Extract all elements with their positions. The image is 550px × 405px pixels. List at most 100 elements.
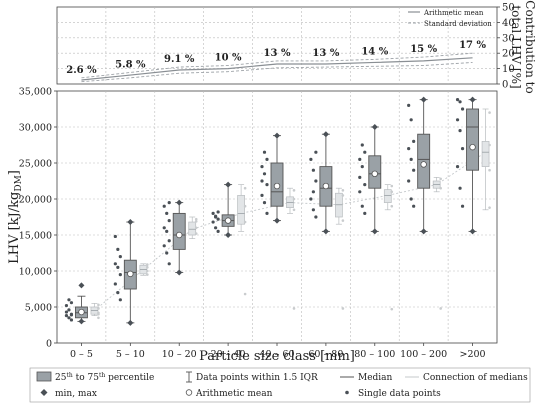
top-ytick-label: 30 bbox=[502, 33, 515, 44]
arithmetic-mean-marker bbox=[78, 308, 85, 316]
single-data-point bbox=[311, 168, 315, 172]
single-data-point bbox=[165, 251, 169, 255]
min-max-diamond bbox=[78, 318, 85, 325]
main-ytick-label: 5,000 bbox=[25, 303, 52, 314]
single-data-point bbox=[260, 165, 264, 169]
percent-label: 15 % bbox=[410, 44, 437, 55]
percent-label: 2.6 % bbox=[66, 65, 97, 76]
single-data-point bbox=[311, 208, 315, 212]
single-data-point bbox=[314, 179, 318, 183]
min-max-diamond bbox=[274, 132, 280, 139]
single-data-point bbox=[211, 220, 215, 224]
box-group bbox=[162, 199, 186, 276]
legend-mean-label: Arithmetic mean bbox=[195, 389, 273, 399]
min-max-diamond bbox=[78, 282, 85, 289]
legend-frame bbox=[29, 367, 531, 403]
light-box bbox=[383, 189, 392, 203]
single-data-point bbox=[113, 234, 117, 239]
main-ytick-label: 30,000 bbox=[19, 123, 52, 134]
legend-dot-label: Single data points bbox=[358, 389, 441, 399]
light-data-point bbox=[390, 190, 394, 194]
single-data-point bbox=[64, 310, 69, 314]
single-data-point bbox=[167, 239, 171, 243]
single-data-point bbox=[118, 255, 122, 259]
light-data-point bbox=[341, 194, 345, 197]
min-max-diamond bbox=[469, 96, 476, 103]
main-ytick-label: 15,000 bbox=[19, 231, 52, 242]
light-box-group bbox=[188, 216, 198, 239]
legend-median-label: Median bbox=[358, 373, 393, 383]
top-plot-frame bbox=[56, 6, 498, 85]
single-data-point bbox=[460, 147, 465, 151]
single-data-point bbox=[409, 118, 413, 122]
light-box-group bbox=[90, 303, 100, 320]
single-data-point bbox=[165, 229, 169, 233]
min-max-diamond bbox=[127, 219, 134, 226]
single-data-point bbox=[64, 303, 69, 308]
main-ytick-label: 20,000 bbox=[19, 195, 52, 206]
single-data-point bbox=[460, 204, 465, 208]
single-data-point bbox=[162, 244, 166, 248]
single-data-point bbox=[216, 210, 220, 214]
light-box bbox=[237, 195, 245, 225]
percent-label: 13 % bbox=[264, 48, 291, 59]
main-ylabel-end: ] bbox=[7, 170, 22, 175]
light-data-point bbox=[194, 232, 198, 235]
box-group bbox=[211, 181, 235, 238]
box-group bbox=[309, 131, 333, 235]
main-xtick-label: 0 – 5 bbox=[70, 349, 93, 360]
legend-connection-label: Connection of medians bbox=[423, 373, 528, 383]
light-data-point bbox=[341, 189, 345, 192]
legend-minmax-label: min, max bbox=[55, 389, 97, 399]
single-data-point bbox=[262, 172, 267, 176]
main-ytick-label: 0 bbox=[46, 339, 52, 350]
box-group bbox=[260, 132, 284, 224]
box-iqr bbox=[172, 212, 186, 250]
main-xtick-label: >200 bbox=[460, 349, 486, 360]
top-ytick-label: 50 bbox=[502, 3, 515, 14]
lhv-panel: 0 5,000 10,000 15,000 20,000 25,000 30,000 35,0… bbox=[7, 87, 498, 364]
single-data-point bbox=[455, 98, 460, 102]
min-max-diamond bbox=[371, 124, 378, 130]
single-data-point bbox=[358, 190, 362, 194]
single-data-point bbox=[358, 175, 362, 179]
light-data-point bbox=[97, 316, 100, 320]
min-max-diamond bbox=[274, 217, 280, 224]
legend-box-label-sup1: th bbox=[66, 372, 72, 379]
light-data-point bbox=[341, 307, 345, 310]
light-box-group bbox=[383, 184, 394, 311]
light-data-point bbox=[488, 143, 491, 147]
light-data-point bbox=[292, 208, 296, 212]
legend-box-symbol bbox=[36, 371, 52, 382]
light-data-point bbox=[488, 206, 491, 209]
light-data-point bbox=[97, 307, 100, 310]
single-data-point bbox=[265, 157, 269, 161]
single-data-point bbox=[211, 211, 215, 215]
single-data-point bbox=[167, 262, 171, 266]
single-data-point bbox=[407, 103, 411, 107]
min-max-diamond bbox=[469, 228, 476, 235]
legend-box-label-b: to 75 bbox=[73, 373, 99, 383]
light-data-point bbox=[341, 219, 345, 222]
main-ytick-label: 25,000 bbox=[19, 159, 52, 170]
single-data-point bbox=[118, 273, 122, 277]
main-xtick-label: 40 – 60 bbox=[260, 349, 295, 360]
top-ytick-label: 40 bbox=[502, 18, 515, 29]
light-data-point bbox=[194, 226, 198, 230]
box-group bbox=[113, 219, 137, 326]
single-data-point bbox=[455, 118, 460, 122]
single-data-point bbox=[216, 217, 220, 221]
single-data-point bbox=[360, 204, 364, 208]
light-data-point bbox=[194, 217, 198, 221]
light-box bbox=[188, 221, 197, 236]
top-ytick-label: 10 bbox=[502, 64, 515, 75]
light-box-group bbox=[139, 263, 149, 276]
min-max-diamond bbox=[127, 319, 134, 326]
percent-label: 9.1 % bbox=[164, 54, 195, 65]
single-data-point bbox=[409, 197, 413, 201]
single-data-point bbox=[118, 298, 122, 302]
light-data-point bbox=[292, 189, 296, 192]
single-data-point bbox=[260, 193, 264, 197]
light-data-point bbox=[243, 204, 247, 208]
